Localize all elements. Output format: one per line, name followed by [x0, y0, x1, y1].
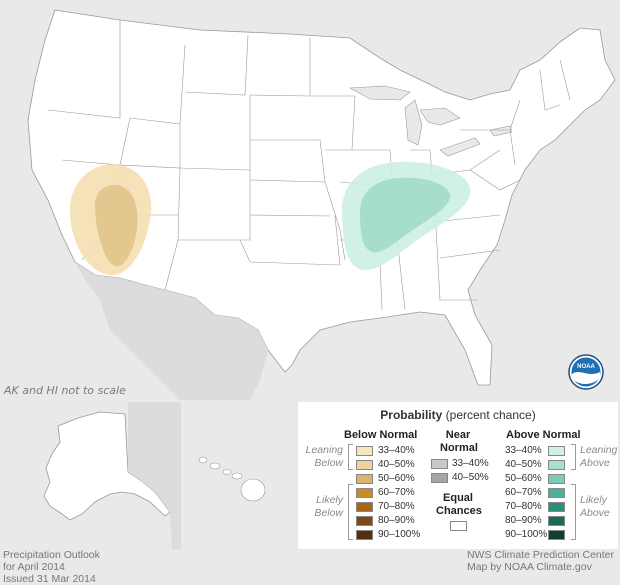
- likely-below-label: Likely Below: [314, 494, 343, 519]
- above-normal-label: 50–60%: [505, 473, 542, 484]
- below-normal-label: 40–50%: [378, 459, 415, 470]
- likely-below-bracket: [348, 484, 353, 540]
- hawaii-islands: [198, 456, 266, 502]
- scale-note: AK and HI not to scale: [4, 384, 126, 397]
- legend: Probability (percent chance) Below Norma…: [298, 402, 618, 549]
- below-normal-swatch: [356, 474, 373, 484]
- caption-line-1: Precipitation Outlook: [3, 549, 100, 561]
- likely-above-label: Likely Above: [580, 494, 610, 519]
- below-normal-40-50-area: [95, 184, 138, 267]
- credit-line-1: NWS Climate Prediction Center: [466, 549, 614, 561]
- above-normal-label: 80–90%: [505, 515, 542, 526]
- below-normal-swatch: [356, 446, 373, 456]
- legend-title: Probability (percent chance): [380, 408, 536, 422]
- below-normal-swatch: [356, 516, 373, 526]
- above-normal-swatch: [548, 460, 565, 470]
- alaska-inset: [0, 402, 181, 549]
- above-normal-label: 40–50%: [505, 459, 542, 470]
- above-normal-swatch: [548, 488, 565, 498]
- above-normal-region: [341, 161, 471, 271]
- above-normal-heading: Above Normal: [506, 429, 581, 441]
- above-normal-label: 33–40%: [505, 445, 542, 456]
- svg-text:NOAA: NOAA: [577, 364, 595, 370]
- above-normal-label: 70–80%: [505, 501, 542, 512]
- great-lakes: [348, 85, 513, 157]
- near-normal-heading: Near Normal: [440, 429, 478, 454]
- above-normal-swatch: [548, 446, 565, 456]
- noaa-logo: NOAA: [568, 354, 604, 390]
- below-normal-swatch: [356, 460, 373, 470]
- leaning-below-label: Leaning Below: [305, 444, 343, 469]
- below-normal-label: 50–60%: [378, 473, 415, 484]
- near-normal-swatch: [431, 473, 448, 483]
- above-normal-swatch: [548, 474, 565, 484]
- alaska-land: [43, 411, 171, 521]
- caption-line-3: Issued 31 Mar 2014: [3, 573, 96, 585]
- above-normal-swatch: [548, 516, 565, 526]
- below-normal-label: 90–100%: [378, 529, 421, 540]
- alaska-map: [43, 402, 181, 549]
- leaning-above-bracket: [571, 444, 576, 470]
- equal-chances-label: Equal Chances: [436, 492, 482, 517]
- below-normal-label: 33–40%: [378, 445, 415, 456]
- below-normal-label: 70–80%: [378, 501, 415, 512]
- below-normal-swatch: [356, 488, 373, 498]
- credits: NWS Climate Prediction Center Map by NOA…: [467, 549, 614, 573]
- caption-line-2: for April 2014: [3, 561, 65, 573]
- likely-above-bracket: [571, 484, 576, 540]
- above-normal-40-50-area: [359, 177, 451, 253]
- below-normal-region: [70, 164, 152, 275]
- above-normal-swatch: [548, 502, 565, 512]
- below-normal-label: 60–70%: [378, 487, 415, 498]
- leaning-above-label: Leaning Above: [580, 444, 618, 469]
- credit-line-2: Map by NOAA Climate.gov: [466, 561, 592, 573]
- conus-map: NOAA: [27, 9, 616, 400]
- near-normal-label: 40–50%: [452, 472, 489, 483]
- hawaii-inset: [185, 402, 295, 549]
- near-normal-swatch: [431, 459, 448, 469]
- outlook-caption: Precipitation Outlook for April 2014 Iss…: [3, 549, 100, 585]
- below-normal-swatch: [356, 530, 373, 540]
- above-normal-swatch: [548, 530, 565, 540]
- above-normal-label: 90–100%: [505, 529, 548, 540]
- above-normal-label: 60–70%: [505, 487, 542, 498]
- below-normal-label: 80–90%: [378, 515, 415, 526]
- hawaii-map: [198, 456, 266, 502]
- equal-chances-swatch: [450, 521, 467, 531]
- mexico-land: [75, 262, 268, 400]
- below-normal-heading: Below Normal: [344, 429, 418, 441]
- leaning-below-bracket: [348, 444, 353, 470]
- canada-land: [128, 402, 181, 549]
- below-normal-swatch: [356, 502, 373, 512]
- near-normal-label: 33–40%: [452, 458, 489, 469]
